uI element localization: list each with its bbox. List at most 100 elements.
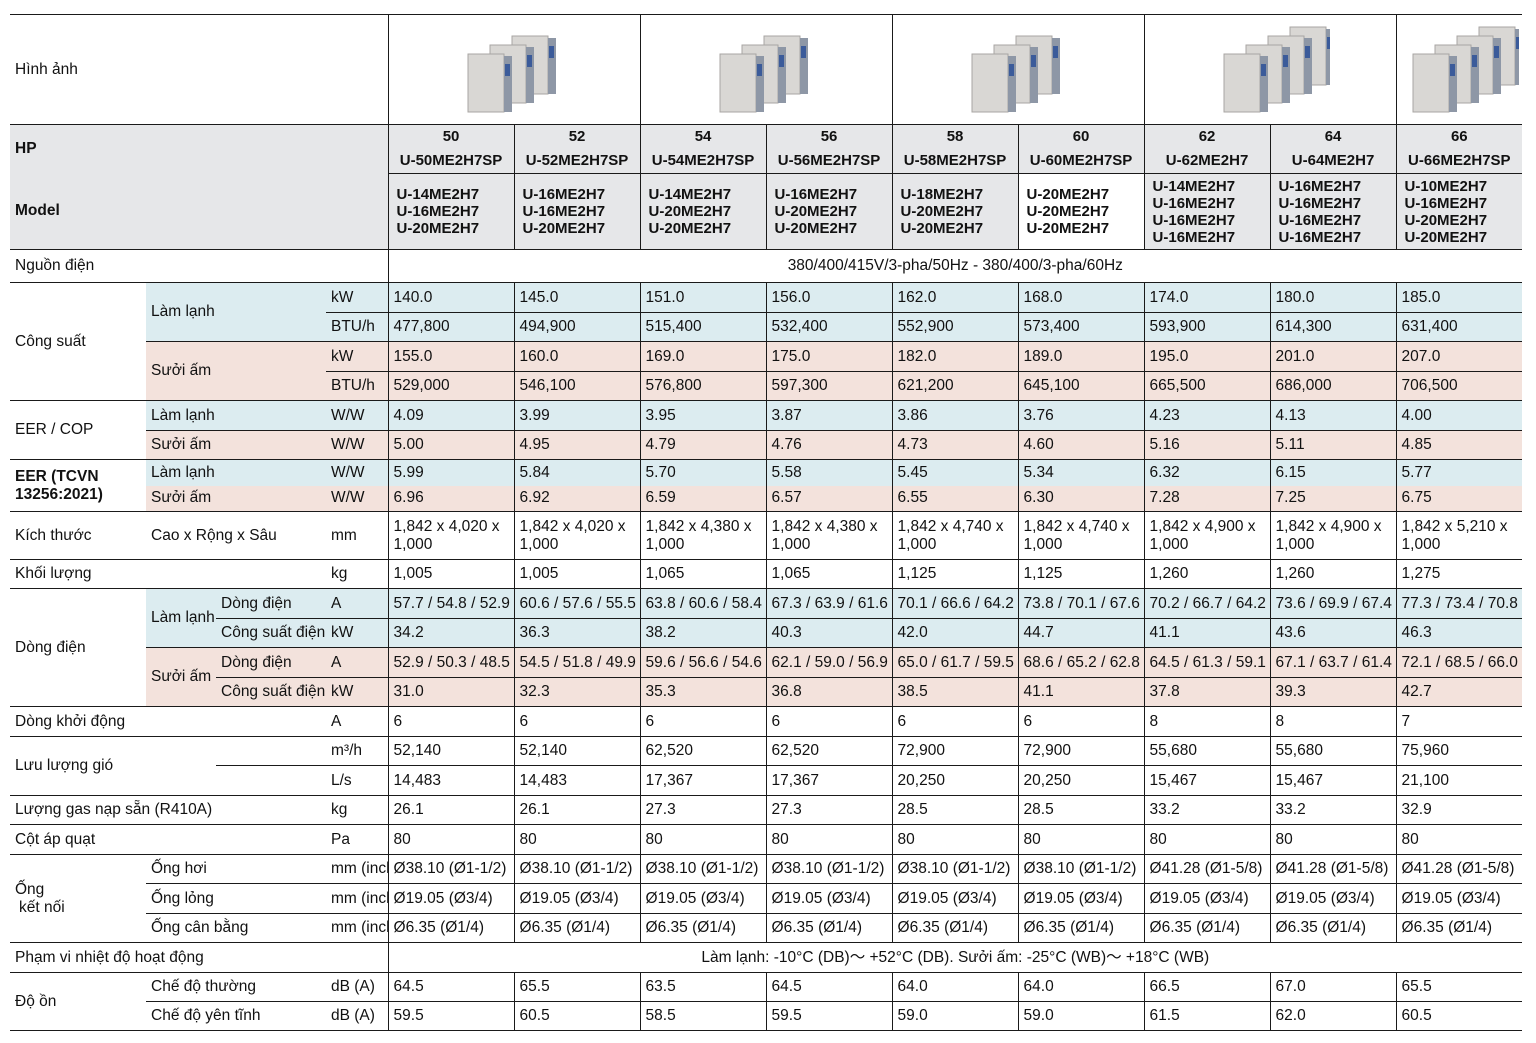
value-cell: 6.75 — [1395, 485, 1523, 512]
value-cell: 6.96 — [387, 485, 515, 512]
table-row: Dòng khởi động A 6 6 6 6 6 6 8 8 7 — [10, 706, 1523, 737]
value-cell: 151.0 — [639, 282, 767, 313]
sub-label-dimensions: Cao x Rộng x Sâu — [146, 511, 326, 560]
value-cell: 4.13 — [1269, 400, 1397, 431]
value-cell: 1,842 x 4,380 x 1,000 — [765, 511, 893, 560]
table-row: Lưu lượng gió m³/h 52,140 52,140 62,520 62,52… — [10, 736, 1523, 796]
unit-label: W/W — [326, 430, 389, 460]
model-combo-item: U-20ME2H7 — [1026, 203, 1110, 220]
value-cell: 665,500 — [1143, 371, 1271, 401]
value-cell: 5.70 — [639, 459, 767, 486]
value-cell: 6.32 — [1143, 459, 1271, 486]
value-cell: 41.1 — [1017, 677, 1145, 707]
value-cell: 64.0 — [1017, 972, 1145, 1002]
model-combo-item: U-16ME2H7 — [522, 203, 606, 220]
value-cell: 169.0 — [639, 341, 767, 372]
value-cell: 80 — [639, 824, 767, 855]
value-cell: 182.0 — [891, 341, 1019, 372]
value-cell: 57.7 / 54.8 / 52.9 — [387, 588, 515, 619]
unit-label: mm — [326, 511, 389, 560]
unit-label: L/s — [326, 765, 389, 796]
spec-table: Hình ảnh HP 50 52 54 56 58 60 62 64 66 U-50ME2H7SP U… — [10, 14, 1523, 1031]
row-label-static-pressure: Cột áp quạt — [10, 824, 326, 855]
value-cell: 17,367 — [639, 765, 767, 796]
value-cell: 5.00 — [387, 430, 515, 460]
unit-label: dB (A) — [326, 1001, 389, 1031]
value-cell: 4.73 — [891, 430, 1019, 460]
value-cell: 140.0 — [387, 282, 515, 313]
unit-label: BTU/h — [326, 371, 389, 401]
value-cell: 7 — [1395, 706, 1523, 737]
value-cell: 21,100 — [1395, 765, 1523, 796]
piping-label-line: Ống — [15, 880, 45, 898]
value-cell: 6 — [513, 706, 641, 737]
value-cell: 4.76 — [765, 430, 893, 460]
value-cell: 529,000 — [387, 371, 515, 401]
value-cell: 33.2 — [1143, 795, 1271, 825]
value-cell: 1,125 — [891, 559, 1019, 589]
model-combination: U-20ME2H7 U-20ME2H7 U-20ME2H7 — [1017, 173, 1145, 250]
model-combo-item: U-20ME2H7 — [1404, 228, 1488, 246]
value-cell: 77.3 / 73.4 / 70.8 — [1395, 588, 1523, 619]
value-cell: 175.0 — [765, 341, 893, 372]
value-cell: 1,842 x 4,020 x 1,000 — [513, 511, 641, 560]
value-cell: 201.0 — [1269, 341, 1397, 372]
model-combination: U-16ME2H7 U-20ME2H7 U-20ME2H7 — [765, 173, 893, 250]
value-cell: 174.0 — [1143, 282, 1271, 313]
value-cell: 60.5 — [1395, 1001, 1523, 1031]
value-cell: 63.8 / 60.6 / 58.4 — [639, 588, 767, 619]
row-label-dimensions: Kích thước — [10, 511, 146, 560]
unit-label: A — [326, 588, 389, 619]
hp-value: 58 — [891, 124, 1019, 150]
piping-label-line: kết nối — [19, 898, 65, 916]
value-cell: 4.60 — [1017, 430, 1145, 460]
value-cell: Ø6.35 (Ø1/4) — [1269, 913, 1397, 943]
value-cell: 59.5 — [765, 1001, 893, 1031]
value-cell: 3.76 — [1017, 400, 1145, 431]
row-label-airflow: Lưu lượng gió — [10, 736, 216, 796]
value-cell: 73.6 / 69.9 / 67.4 — [1269, 588, 1397, 619]
table-row: Sưởi ấm W/W 6.96 6.92 6.59 6.57 6.55 6.30 7.28 7.… — [10, 485, 1523, 512]
value-cell: 1,842 x 4,900 x 1,000 — [1269, 511, 1397, 560]
product-image-cell — [639, 14, 893, 125]
value-cell: 58.5 — [639, 1001, 767, 1031]
model-combo-item: U-16ME2H7 — [1278, 177, 1362, 195]
value-cell: 3.87 — [765, 400, 893, 431]
value-cell: 6 — [891, 706, 1019, 737]
value-cell: 573,400 — [1017, 312, 1145, 342]
model-combo-item: U-16ME2H7 — [396, 203, 480, 220]
value-cell: Ø38.10 (Ø1-1/2) — [387, 854, 515, 884]
value-cell: 42.7 — [1395, 677, 1523, 707]
row-label-weight: Khối lượng — [10, 559, 326, 589]
unit-label: m³/h — [326, 736, 389, 766]
value-cell: 189.0 — [1017, 341, 1145, 372]
value-cell: 35.3 — [639, 677, 767, 707]
value-cell: 43.6 — [1269, 618, 1397, 648]
sub-label-liquid-pipe: Ống lỏng — [146, 883, 326, 914]
value-cell: 155.0 — [387, 341, 515, 372]
value-cell: 185.0 — [1395, 282, 1523, 313]
value-cell: 3.99 — [513, 400, 641, 431]
value-cell: 686,000 — [1269, 371, 1397, 401]
value-cell: 38.2 — [639, 618, 767, 648]
model-name: U-66ME2H7SP — [1395, 149, 1523, 174]
value-cell: 1,125 — [1017, 559, 1145, 589]
model-combo-item: U-20ME2H7 — [522, 220, 606, 237]
value-cell: 59.0 — [891, 1001, 1019, 1031]
value-cell: 70.1 / 66.6 / 64.2 — [891, 588, 1019, 619]
value-cell: 1,842 x 4,740 x 1,000 — [1017, 511, 1145, 560]
table-row: HP 50 52 54 56 58 60 62 64 66 — [10, 124, 1523, 174]
outdoor-unit-icon — [467, 35, 557, 112]
value-cell: 62.1 / 59.0 / 56.9 — [765, 647, 893, 678]
power-supply-value: 380/400/415V/3-pha/50Hz - 380/400/3-pha/… — [387, 249, 1523, 283]
value-cell: 15,467 — [1143, 765, 1271, 796]
row-label-current: Dòng điện — [10, 588, 146, 707]
value-cell: Ø38.10 (Ø1-1/2) — [639, 854, 767, 884]
value-cell: 61.5 — [1143, 1001, 1271, 1031]
value-cell: 36.8 — [765, 677, 893, 707]
value-cell: 80 — [513, 824, 641, 855]
value-cell: 5.16 — [1143, 430, 1271, 460]
value-cell: 6.57 — [765, 485, 893, 512]
table-row: U-50ME2H7SP U-52ME2H7SP U-54ME2H7SP U-56ME2… — [10, 149, 1523, 174]
